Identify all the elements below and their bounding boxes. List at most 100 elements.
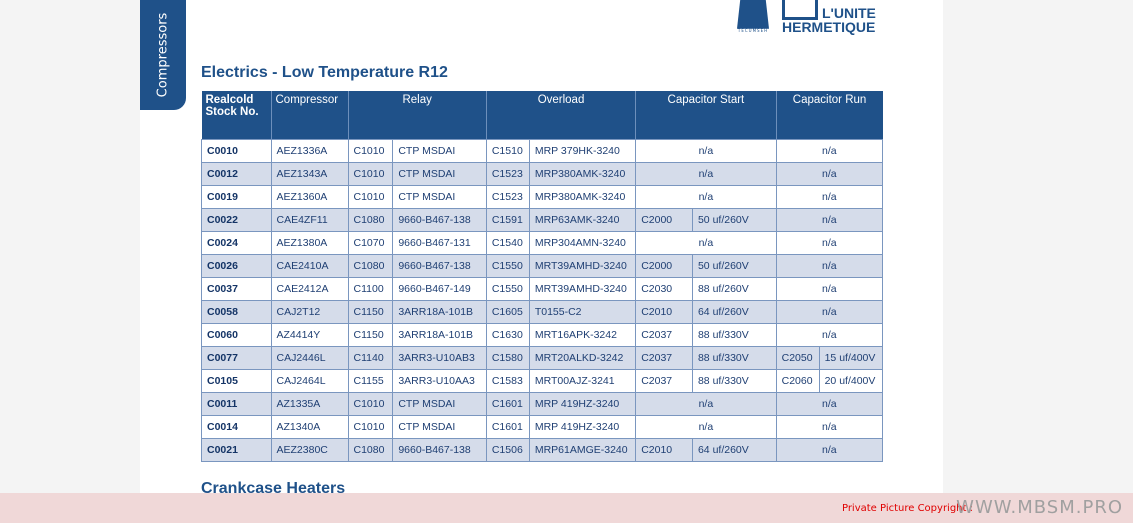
capacitor-run: n/a xyxy=(775,300,884,324)
overload-model: T0155-C2 xyxy=(528,300,637,324)
capacitor-start-code: C2000 xyxy=(635,254,693,278)
footer-bar: Private Picture Copyright : WWW.MBSM.PRO xyxy=(0,493,1133,523)
capacitor-start-value: 88 uf/330V xyxy=(691,323,777,347)
table-row: C0105 CAJ2464L C1155 3ARR3-U10AA3 C1583 MRT00… xyxy=(201,369,884,393)
header-capacitor-run: Capacitor Run xyxy=(775,91,883,140)
header-compressor: Compressor xyxy=(270,91,348,140)
capacitor-run-value: 20 uf/400V xyxy=(818,369,884,393)
capacitor-run-code: C2060 xyxy=(775,369,820,393)
header-capacitor-start: Capacitor Start xyxy=(635,91,777,140)
capacitor-start-code: C2037 xyxy=(635,323,693,347)
stock-number: C0026 xyxy=(201,254,272,278)
compressor-model: AEZ1343A xyxy=(270,162,349,186)
compressor-model: AEZ1360A xyxy=(270,185,349,209)
capacitor-start-code: C2000 xyxy=(635,208,693,232)
overload-model: MRP304AMN-3240 xyxy=(528,231,637,255)
relay-code: C1155 xyxy=(347,369,394,393)
table-row: C0019 AEZ1360A C1010 CTP MSDAI C1523 MRP380AM… xyxy=(201,185,884,209)
table-row: C0037 CAE2412A C1100 9660-B467-149 C1550 MRT3… xyxy=(201,277,884,301)
table-row: C0012 AEZ1343A C1010 CTP MSDAI C1523 MRP380AM… xyxy=(201,162,884,186)
overload-code: C1550 xyxy=(485,277,530,301)
section-tab[interactable]: Compressors xyxy=(140,0,186,110)
table-row: C0060 AZ4414Y C1150 3ARR18A-101B C1630 MRT16A… xyxy=(201,323,884,347)
relay-model: CTP MSDAI xyxy=(392,162,487,186)
relay-model: 3ARR3-U10AB3 xyxy=(392,346,487,370)
stock-number: C0010 xyxy=(201,139,272,163)
compressor-model: CAJ2464L xyxy=(270,369,349,393)
capacitor-start-value: 50 uf/260V xyxy=(691,208,777,232)
overload-model: MRP63AMK-3240 xyxy=(528,208,637,232)
table-row: C0077 CAJ2446L C1140 3ARR3-U10AB3 C1580 MRT20… xyxy=(201,346,884,370)
relay-code: C1080 xyxy=(347,254,394,278)
overload-code: C1523 xyxy=(485,162,530,186)
table-row: C0021 AEZ2380C C1080 9660-B467-138 C1506 MRP6… xyxy=(201,438,884,462)
relay-code: C1150 xyxy=(347,323,394,347)
relay-code: C1010 xyxy=(347,139,394,163)
overload-model: MRP 379HK-3240 xyxy=(528,139,637,163)
capacitor-run: n/a xyxy=(775,277,884,301)
overload-model: MRT39AMHD-3240 xyxy=(528,254,637,278)
relay-code: C1150 xyxy=(347,300,394,324)
relay-model: 9660-B467-149 xyxy=(392,277,487,301)
section-title: Electrics - Low Temperature R12 xyxy=(201,64,448,81)
stock-number: C0019 xyxy=(201,185,272,209)
table-row: C0010 AEZ1336A C1010 CTP MSDAI C1510 MRP 379H… xyxy=(201,139,884,163)
capacitor-run: n/a xyxy=(775,208,884,232)
overload-code: C1601 xyxy=(485,392,530,416)
capacitor-start-code: C2030 xyxy=(635,277,693,301)
relay-model: CTP MSDAI xyxy=(392,139,487,163)
overload-model: MRT20ALKD-3242 xyxy=(528,346,637,370)
overload-code: C1605 xyxy=(485,300,530,324)
compressor-model: CAJ2T12 xyxy=(270,300,349,324)
overload-code: C1506 xyxy=(485,438,530,462)
compressor-model: AEZ1336A xyxy=(270,139,349,163)
capacitor-run: n/a xyxy=(775,231,884,255)
compressor-model: AEZ2380C xyxy=(270,438,349,462)
capacitor-run-code: C2050 xyxy=(775,346,820,370)
tecumseh-logo xyxy=(737,0,769,40)
capacitor-start: n/a xyxy=(635,392,777,416)
overload-code: C1601 xyxy=(485,415,530,439)
capacitor-run: n/a xyxy=(775,254,884,278)
relay-model: 3ARR18A-101B xyxy=(392,323,487,347)
capacitor-start-code: C2010 xyxy=(635,438,693,462)
capacitor-start: n/a xyxy=(635,185,777,209)
header-stock: Realcold Stock No. xyxy=(201,91,271,140)
relay-code: C1070 xyxy=(347,231,394,255)
relay-model: CTP MSDAI xyxy=(392,185,487,209)
table-row: C0026 CAE2410A C1080 9660-B467-138 C1550 MRT3… xyxy=(201,254,884,278)
relay-model: CTP MSDAI xyxy=(392,415,487,439)
capacitor-start-value: 50 uf/260V xyxy=(691,254,777,278)
compressor-model: AZ4414Y xyxy=(270,323,349,347)
capacitor-start: n/a xyxy=(635,231,777,255)
compressor-model: CAE2412A xyxy=(270,277,349,301)
capacitor-start-value: 88 uf/330V xyxy=(691,369,777,393)
relay-model: 9660-B467-138 xyxy=(392,438,487,462)
compressor-model: AZ1335A xyxy=(270,392,349,416)
overload-model: MRP61AMGE-3240 xyxy=(528,438,637,462)
overload-code: C1550 xyxy=(485,254,530,278)
overload-model: MRP380AMK-3240 xyxy=(528,162,637,186)
capacitor-start-code: C2037 xyxy=(635,369,693,393)
stock-number: C0105 xyxy=(201,369,272,393)
capacitor-run: n/a xyxy=(775,185,884,209)
capacitor-start: n/a xyxy=(635,415,777,439)
capacitor-start-value: 88 uf/260V xyxy=(691,277,777,301)
capacitor-start-value: 88 uf/330V xyxy=(691,346,777,370)
relay-model: CTP MSDAI xyxy=(392,392,487,416)
section-tab-label: Compressors xyxy=(155,12,171,98)
relay-code: C1080 xyxy=(347,208,394,232)
relay-code: C1100 xyxy=(347,277,394,301)
relay-code: C1010 xyxy=(347,392,394,416)
stock-number: C0011 xyxy=(201,392,272,416)
relay-code: C1010 xyxy=(347,415,394,439)
overload-code: C1510 xyxy=(485,139,530,163)
header-overload: Overload xyxy=(485,91,636,140)
overload-model: MRT00AJZ-3241 xyxy=(528,369,637,393)
table-row: C0058 CAJ2T12 C1150 3ARR18A-101B C1605 T0155-… xyxy=(201,300,884,324)
capacitor-start-code: C2010 xyxy=(635,300,693,324)
capacitor-start: n/a xyxy=(635,139,777,163)
compressor-model: CAE2410A xyxy=(270,254,349,278)
capacitor-run: n/a xyxy=(775,438,884,462)
electrics-table: Realcold Stock No. Compressor Relay Over… xyxy=(201,91,884,462)
